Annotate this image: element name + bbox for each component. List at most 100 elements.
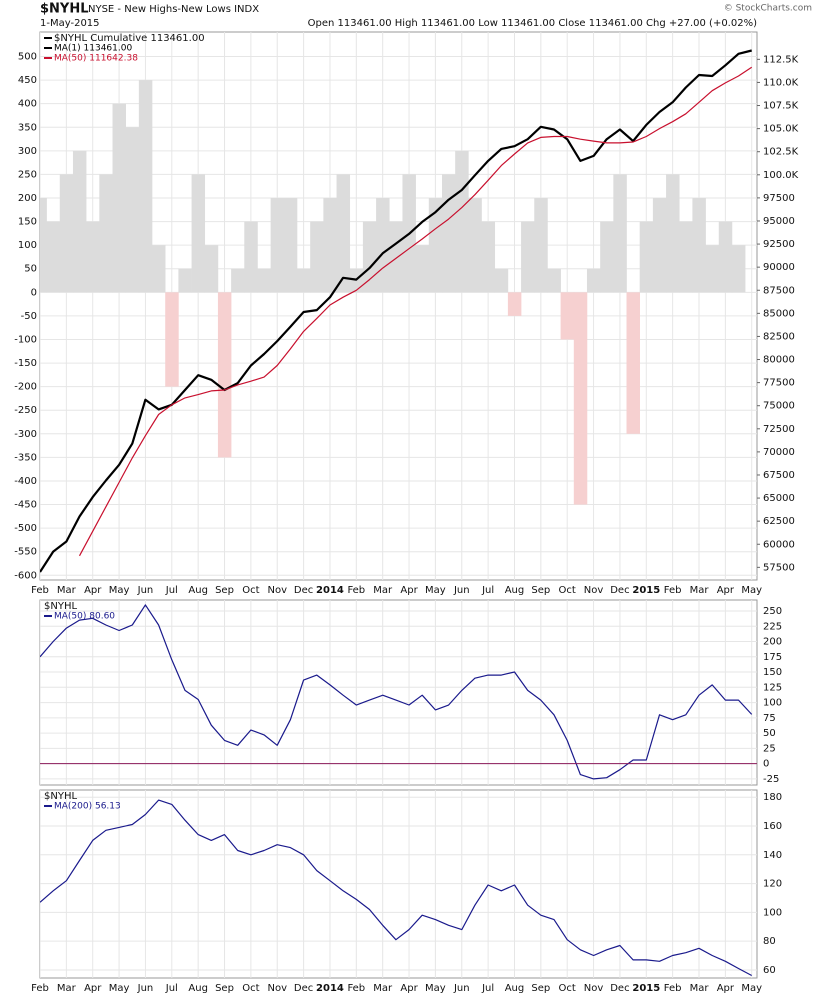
- nh-nl-bar: [112, 103, 126, 293]
- y-tick-label: -400: [14, 476, 37, 487]
- source: © StockCharts.com: [724, 4, 812, 14]
- y2-tick-label: 57500: [763, 562, 795, 573]
- x-tick-label: Jul: [165, 983, 178, 994]
- y2-tick-label: 102.5K: [763, 147, 799, 158]
- x-tick-label: Jun: [453, 983, 470, 994]
- x-tick-label: Feb: [31, 983, 49, 994]
- nh-nl-bar: [600, 221, 614, 293]
- nh-nl-bar: [547, 268, 561, 293]
- x-tick-label: Mar: [373, 585, 393, 596]
- nh-nl-bar: [626, 292, 640, 434]
- nh-nl-bar: [283, 198, 298, 293]
- x-tick-label: Nov: [267, 983, 287, 994]
- y-tick-label: -300: [14, 429, 37, 440]
- y2-tick-label: 90000: [763, 262, 795, 273]
- x-tick-label: Jun: [137, 983, 154, 994]
- x-tick-label: Jul: [165, 585, 178, 596]
- y-tick-label: -150: [14, 358, 37, 369]
- nh-nl-bar: [652, 198, 667, 293]
- x-tick-label: Feb: [664, 983, 682, 994]
- plot: [40, 600, 757, 785]
- nh-nl-bar: [455, 150, 469, 293]
- nh-nl-bar: [666, 174, 680, 293]
- nh-nl-bar: [376, 198, 390, 293]
- x-tick-label: 2014: [316, 983, 344, 994]
- y-tick-label: -25: [763, 774, 779, 785]
- legend-entry: MA(1) 113461.00: [54, 44, 132, 54]
- y-tick-label: 150: [18, 217, 37, 228]
- y2-tick-label: 92500: [763, 239, 795, 250]
- nh-nl-bar: [560, 292, 575, 340]
- x-tick-label: Apr: [717, 983, 735, 994]
- x-tick-label: Mar: [373, 983, 393, 994]
- nh-nl-bar: [99, 174, 113, 293]
- x-tick-label: Sep: [531, 585, 550, 596]
- x-tick-label: Sep: [531, 983, 550, 994]
- y-tick-label: 225: [763, 621, 782, 632]
- x-tick-label: Sep: [215, 585, 234, 596]
- nh-nl-bar: [468, 198, 482, 293]
- panel-frame: [39, 599, 758, 786]
- x-tick-label: Feb: [664, 585, 682, 596]
- nh-nl-bar: [310, 221, 324, 293]
- y-tick-label: 50: [24, 264, 37, 275]
- y-tick-label: -50: [21, 311, 37, 322]
- x-tick-label: 2014: [316, 585, 344, 596]
- y-tick-label: 80: [763, 936, 776, 947]
- nh-nl-bar: [217, 292, 232, 458]
- y-tick-label: 400: [18, 99, 37, 110]
- y2-tick-label: 62500: [763, 516, 795, 527]
- y-tick-label: 125: [763, 682, 782, 693]
- x-tick-label: Apr: [84, 585, 102, 596]
- nh-nl-bar: [494, 268, 509, 293]
- x-tick-label: Nov: [584, 585, 604, 596]
- y-tick-label: 100: [18, 240, 37, 251]
- y2-tick-label: 112.5K: [763, 54, 799, 65]
- x-tick-label: Dec: [610, 585, 629, 596]
- nh-nl-bar: [639, 221, 654, 293]
- nh-nl-bar: [428, 198, 443, 293]
- x-tick-label: May: [109, 983, 130, 994]
- legend-label: $NYHL Cumulative 113461.00: [54, 33, 205, 44]
- legend-label: $NYHL: [44, 791, 77, 802]
- nh-nl-bar: [138, 80, 153, 293]
- y-tick-label: 100: [763, 698, 782, 709]
- y-tick-label: -450: [14, 500, 37, 511]
- series-line: [40, 799, 752, 977]
- legend-entry: MA(50) 80.60: [54, 612, 115, 622]
- x-tick-label: May: [741, 983, 762, 994]
- y-tick-label: -100: [14, 334, 37, 345]
- nh-nl-bar: [231, 268, 245, 293]
- nh-nl-bar: [46, 221, 61, 293]
- y-tick-label: -500: [14, 523, 37, 534]
- nh-nl-bar: [613, 174, 627, 293]
- nh-nl-bar: [718, 221, 733, 293]
- x-tick-label: Mar: [57, 585, 77, 596]
- nh-nl-bar: [86, 221, 100, 293]
- nh-nl-bar: [705, 245, 720, 293]
- x-tick-label: Aug: [505, 983, 525, 994]
- nh-nl-bar: [586, 268, 601, 293]
- symbol: $NYHL: [40, 2, 89, 17]
- plot: [40, 790, 757, 978]
- quote: Open 113461.00 High 113461.00 Low 113461…: [308, 18, 757, 29]
- y-tick-label: 200: [763, 637, 782, 648]
- y-tick-label: 450: [18, 75, 37, 86]
- y2-tick-label: 70000: [763, 447, 795, 458]
- y2-tick-label: 75000: [763, 401, 795, 412]
- y-tick-label: 25: [763, 743, 776, 754]
- y-tick-label: 0: [763, 759, 769, 770]
- nh-nl-bar: [125, 127, 140, 293]
- x-tick-label: Dec: [294, 983, 313, 994]
- y-tick-label: -350: [14, 452, 37, 463]
- x-tick-label: Oct: [559, 983, 576, 994]
- y2-tick-label: 110.0K: [763, 77, 799, 88]
- series-line: [40, 49, 752, 573]
- y-tick-label: -550: [14, 547, 37, 558]
- x-tick-label: Jun: [453, 585, 470, 596]
- x-tick-label: Nov: [267, 585, 287, 596]
- y2-tick-label: 87500: [763, 285, 795, 296]
- nh-nl-bar: [297, 268, 311, 293]
- legend-label: $NYHL: [44, 601, 77, 612]
- y-tick-label: 250: [18, 169, 37, 180]
